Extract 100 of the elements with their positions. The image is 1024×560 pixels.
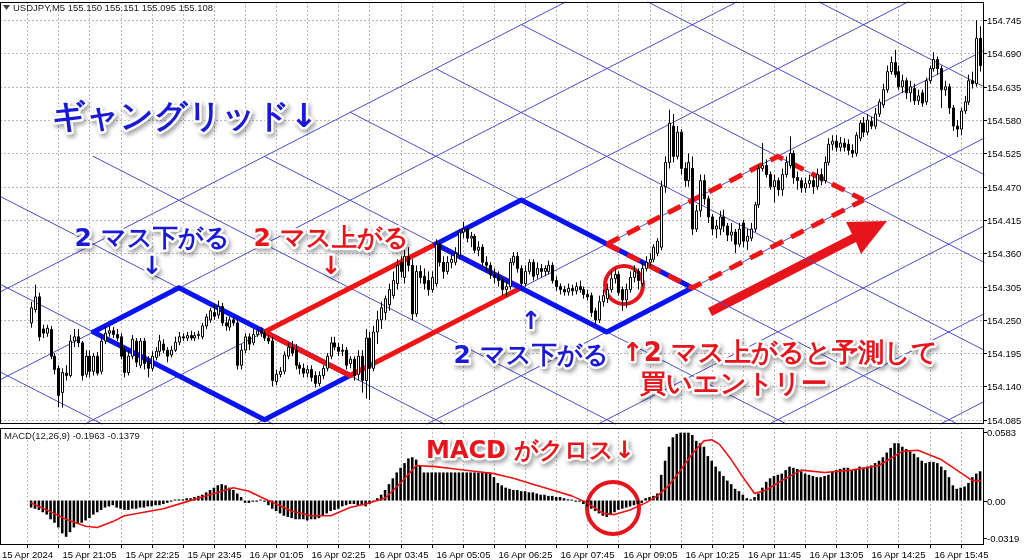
bar bbox=[815, 477, 819, 501]
bar bbox=[333, 500, 336, 510]
bar bbox=[543, 494, 546, 501]
annotation: 2 マス上がる bbox=[253, 223, 409, 252]
annotation: ギャングリッド↓ bbox=[52, 96, 318, 135]
bar bbox=[971, 477, 974, 501]
bar bbox=[95, 500, 99, 513]
y-tick-label: 154.195 bbox=[987, 348, 1022, 359]
candlestick bbox=[186, 331, 189, 342]
bar bbox=[858, 466, 861, 501]
bar bbox=[780, 473, 784, 501]
bar bbox=[547, 495, 550, 501]
annotation: ↓ bbox=[141, 251, 163, 280]
bar bbox=[477, 472, 480, 501]
bar bbox=[465, 472, 468, 501]
y-tick-label: 0.00 bbox=[987, 496, 1006, 507]
bar bbox=[130, 500, 134, 509]
bar bbox=[862, 467, 865, 501]
candlestick bbox=[862, 116, 865, 138]
candlestick bbox=[135, 337, 138, 368]
candlestick bbox=[843, 137, 846, 153]
bar bbox=[185, 498, 188, 501]
annotation: MACD がクロス↓ bbox=[426, 436, 635, 464]
bar bbox=[893, 443, 896, 501]
bar bbox=[901, 446, 904, 501]
bar bbox=[481, 472, 484, 501]
bar bbox=[718, 471, 721, 501]
x-tick-label: 16 Apr 09:05 bbox=[623, 549, 678, 560]
bar bbox=[691, 435, 694, 501]
candlestick bbox=[61, 367, 64, 409]
y-tick-label: 154.470 bbox=[987, 182, 1022, 193]
candlestick bbox=[742, 219, 745, 248]
bar bbox=[469, 472, 472, 501]
bar bbox=[726, 480, 729, 501]
candlestick bbox=[481, 243, 484, 268]
bar bbox=[325, 500, 328, 514]
y-tick-label: 154.305 bbox=[987, 282, 1022, 293]
x-tick-label: 16 Apr 14:25 bbox=[871, 549, 926, 560]
bar bbox=[60, 500, 64, 534]
bar bbox=[551, 495, 554, 501]
y-tick-label: 154.140 bbox=[987, 381, 1022, 392]
candlestick bbox=[182, 332, 185, 342]
bar bbox=[644, 498, 647, 501]
x-tick-label: 16 Apr 07:45 bbox=[560, 549, 615, 560]
candlestick bbox=[567, 283, 570, 297]
candlestick bbox=[228, 316, 231, 332]
bar bbox=[329, 500, 332, 512]
bar bbox=[337, 500, 340, 509]
bar bbox=[411, 457, 414, 501]
bar bbox=[827, 474, 830, 501]
x-tick-label: 15 Apr 23:45 bbox=[187, 549, 242, 560]
bar bbox=[792, 467, 795, 501]
candlestick bbox=[575, 281, 578, 295]
bar bbox=[473, 472, 476, 501]
bar bbox=[562, 498, 566, 501]
bar bbox=[722, 475, 725, 501]
candlestick bbox=[190, 330, 193, 341]
chart-title: MACD(12,26,9) -0.1963 -0.1379 bbox=[4, 430, 140, 441]
bar bbox=[53, 500, 56, 523]
bar bbox=[788, 466, 791, 501]
bar bbox=[959, 487, 962, 501]
candlestick bbox=[975, 19, 978, 88]
y-tick-label: 154.635 bbox=[987, 82, 1022, 93]
candlestick bbox=[158, 334, 161, 357]
candlestick bbox=[563, 285, 566, 297]
bar bbox=[232, 490, 235, 501]
bar bbox=[162, 500, 165, 505]
bar bbox=[235, 493, 239, 501]
candlestick bbox=[221, 302, 224, 327]
bar bbox=[617, 500, 620, 510]
y-tick-label: 154.580 bbox=[987, 115, 1022, 126]
bar bbox=[675, 433, 679, 501]
bar bbox=[115, 500, 118, 508]
bar bbox=[605, 500, 608, 517]
candlestick bbox=[213, 304, 216, 321]
bar bbox=[710, 460, 714, 501]
bar bbox=[430, 472, 433, 501]
annotation: ↑ bbox=[520, 306, 542, 335]
candlestick bbox=[540, 263, 543, 278]
bar bbox=[924, 463, 927, 501]
candlestick bbox=[193, 331, 196, 342]
x-tick-label: 15 Apr 2024 bbox=[1, 549, 54, 560]
bar bbox=[831, 471, 834, 501]
candlestick bbox=[365, 328, 368, 400]
y-tick-label: 154.360 bbox=[987, 248, 1022, 259]
annotation: ↓ bbox=[320, 251, 342, 280]
candlestick bbox=[691, 155, 694, 236]
candlestick bbox=[913, 83, 916, 106]
bar bbox=[963, 486, 966, 501]
bar bbox=[866, 466, 869, 501]
x-tick-label: 16 Apr 10:25 bbox=[685, 549, 740, 560]
bar bbox=[407, 458, 410, 501]
bar bbox=[535, 493, 538, 501]
candlestick bbox=[295, 343, 298, 371]
bar bbox=[889, 447, 892, 501]
bar bbox=[154, 500, 157, 506]
x-tick-label: 16 Apr 15:45 bbox=[934, 549, 989, 560]
annotation: 2 マス下がる bbox=[74, 223, 230, 252]
bar bbox=[823, 475, 826, 501]
y-tick-label: 154.085 bbox=[987, 415, 1022, 426]
